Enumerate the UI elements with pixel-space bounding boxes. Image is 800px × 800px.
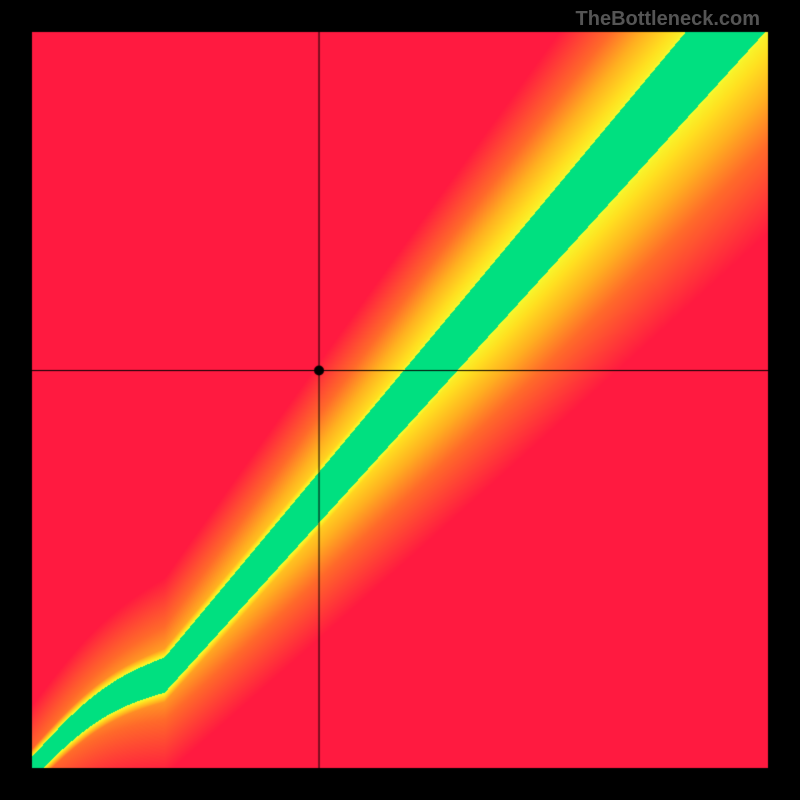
bottleneck-heatmap <box>0 0 800 800</box>
watermark-text: TheBottleneck.com <box>576 8 760 31</box>
